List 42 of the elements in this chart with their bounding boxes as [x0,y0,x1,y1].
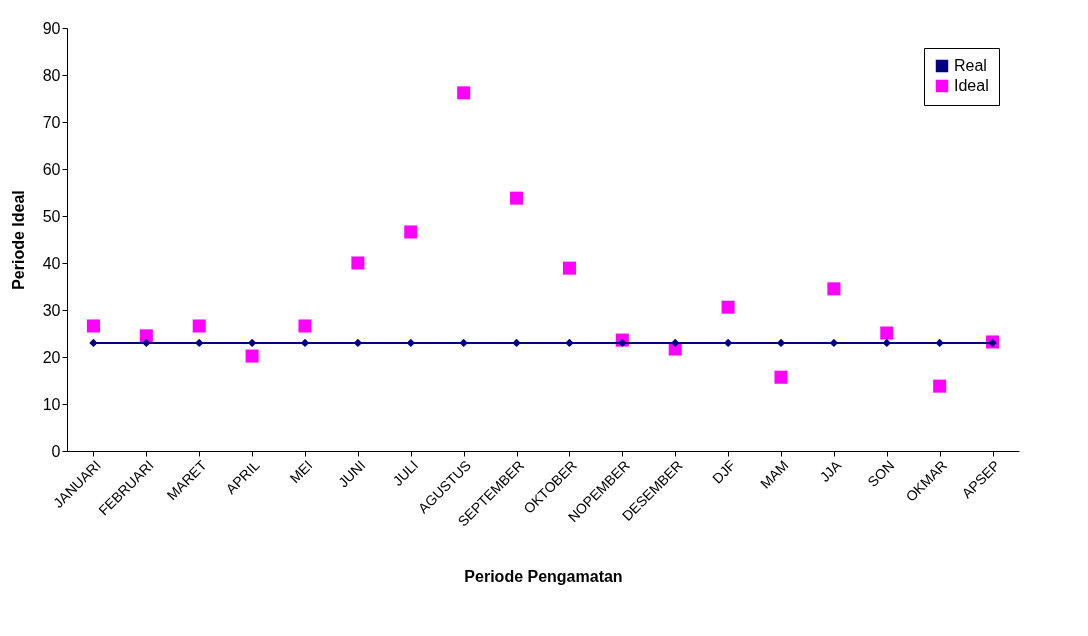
point [86,319,100,333]
y-tick-label: 40 [42,254,61,272]
x-axis-title: Periode Pengamatan [464,568,623,586]
y-tick-label: 10 [42,395,61,413]
point [192,319,206,333]
point [139,329,153,343]
y-tick-label: 70 [42,113,61,131]
x-tick-label: MEI [286,457,316,486]
y-tick-label: 80 [42,66,61,84]
y-tick-label: 50 [42,207,61,225]
point [512,338,521,348]
y-tick-label: 20 [42,348,61,366]
point [565,338,574,348]
legend-label: Real [954,57,987,74]
point [827,282,841,296]
point [882,338,891,348]
legend-label: Ideal [954,77,989,94]
point [671,338,680,348]
point [510,191,524,205]
point [933,379,947,393]
point [245,349,259,363]
point [298,319,312,333]
point [406,338,415,348]
point [351,256,365,270]
point [721,300,735,314]
point [459,338,468,348]
point [195,338,204,348]
point [404,225,418,239]
y-tick-label: 30 [42,301,61,319]
y-tick-label: 90 [42,19,61,37]
x-tick-label: JJA [816,456,845,485]
y-tick-label: 60 [42,160,61,178]
point [774,370,788,384]
point [935,338,944,348]
point [880,326,894,340]
point [618,338,627,348]
y-axis-title: Periode Ideal [9,190,27,290]
y-tick-label: 0 [51,442,61,460]
point [562,261,576,275]
point [457,86,471,100]
point [89,338,98,348]
point [142,338,151,348]
